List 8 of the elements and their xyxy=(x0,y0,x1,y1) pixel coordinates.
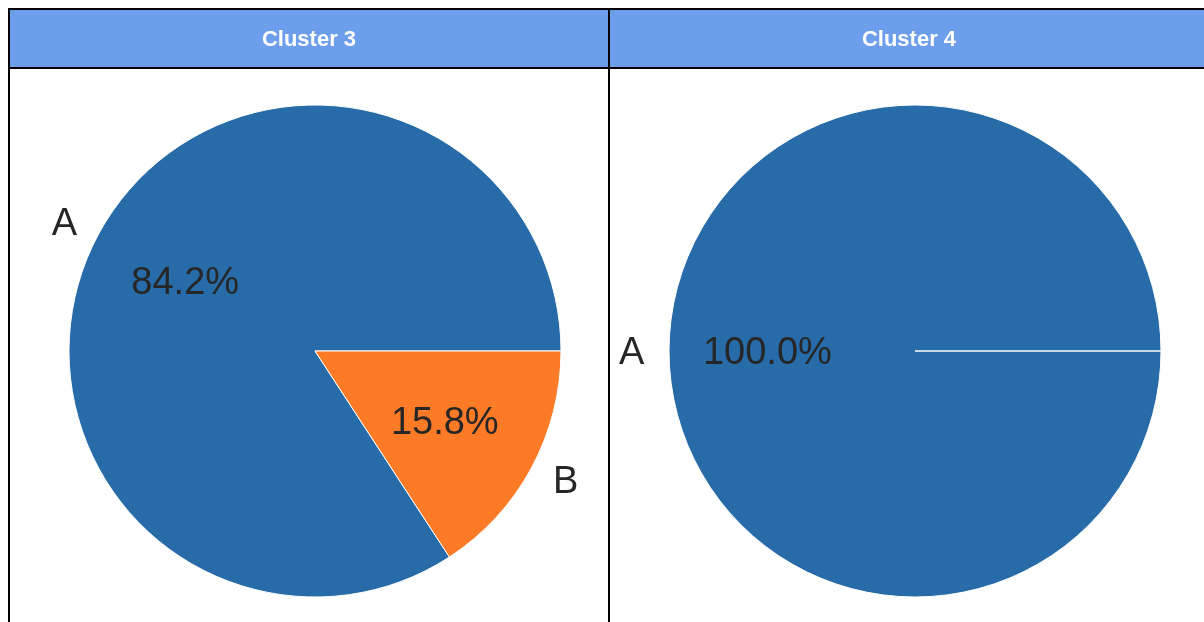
chart-title: Cluster 3 xyxy=(261,25,357,52)
data-label: 15.8% xyxy=(390,400,499,443)
slice-label: A xyxy=(51,201,78,244)
data-label: 100.0% xyxy=(702,330,832,372)
slice-label: A xyxy=(619,330,646,372)
slice-label: B xyxy=(552,458,579,501)
chart-title: Cluster 4 xyxy=(861,25,957,52)
data-label: 84.2% xyxy=(131,259,240,302)
